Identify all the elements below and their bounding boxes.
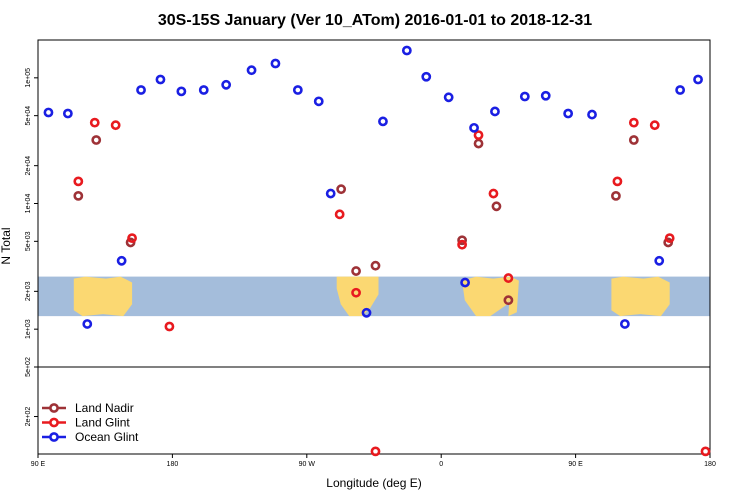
x-tick-label: 90 E — [31, 461, 46, 468]
point-land-glint — [110, 120, 121, 131]
point-land-glint — [370, 446, 381, 457]
point-land-glint — [488, 188, 499, 199]
point-ocean-glint — [361, 307, 372, 318]
x-tick-label: 90 W — [299, 461, 316, 468]
point-ocean-glint — [490, 106, 500, 117]
legend-marker-ocean-glint — [49, 432, 59, 442]
legend-marker-land-nadir — [49, 403, 59, 413]
land-madagascar — [508, 276, 519, 317]
point-ocean-glint — [325, 188, 336, 199]
point-ocean-glint — [460, 277, 470, 288]
data-points — [43, 45, 711, 457]
point-land-nadir — [473, 138, 484, 149]
point-ocean-glint — [221, 79, 232, 90]
chart-title: 30S-15S January (Ver 10_ATom) 2016-01-01… — [158, 12, 592, 29]
point-ocean-glint — [519, 91, 530, 102]
y-tick-label: 5e+02 — [25, 357, 32, 377]
land-australia-east — [611, 276, 670, 317]
point-land-glint — [164, 321, 175, 332]
point-land-nadir — [503, 295, 514, 306]
point-land-glint — [334, 209, 345, 220]
y-axis-label: N Total — [0, 227, 13, 264]
point-land-glint — [700, 446, 711, 457]
y-axis: 1e+05 5e+04 2e+04 1e+04 5e+03 2e+03 1e+03 5e+02… — [25, 68, 38, 426]
point-land-nadir — [611, 190, 621, 201]
point-ocean-glint — [469, 122, 479, 133]
point-ocean-glint — [619, 319, 630, 329]
y-tick-label: 1e+05 — [25, 68, 32, 88]
point-ocean-glint — [136, 85, 146, 95]
point-ocean-glint — [176, 86, 187, 97]
point-ocean-glint — [421, 71, 432, 82]
point-ocean-glint — [292, 85, 303, 95]
point-ocean-glint — [563, 108, 574, 119]
point-ocean-glint — [198, 85, 209, 95]
point-land-glint — [127, 233, 137, 244]
y-tick-label: 1e+04 — [25, 194, 32, 214]
point-ocean-glint — [62, 108, 73, 119]
y-tick-label: 5e+04 — [25, 106, 32, 126]
point-land-glint — [503, 273, 514, 283]
point-ocean-glint — [654, 255, 665, 266]
point-ocean-glint — [587, 109, 597, 120]
inset-y-tick-label: 2e+02 — [25, 407, 32, 427]
point-land-nadir — [370, 260, 381, 271]
point-land-nadir — [491, 201, 502, 212]
point-ocean-glint — [443, 92, 454, 103]
point-ocean-glint — [540, 90, 551, 101]
legend-label-ocean-glint: Ocean Glint — [75, 430, 139, 444]
point-land-glint — [457, 239, 468, 250]
point-land-glint — [628, 117, 639, 128]
legend-marker-land-glint — [49, 417, 59, 428]
legend-label-land-glint: Land Glint — [75, 416, 130, 430]
point-land-nadir — [336, 184, 347, 195]
point-land-nadir — [628, 135, 639, 145]
point-land-glint — [473, 130, 484, 141]
land-africa — [462, 276, 516, 317]
x-axis: 90 E 180 90 W 0 90 E 180 — [31, 454, 716, 468]
y-tick-label: 5e+03 — [25, 231, 32, 251]
map-band — [38, 276, 710, 317]
point-ocean-glint — [116, 255, 127, 266]
x-tick-label: 180 — [704, 461, 716, 468]
point-land-glint — [351, 287, 361, 298]
point-land-glint — [89, 117, 100, 128]
x-axis-label: Longitude (deg E) — [326, 476, 421, 490]
y-tick-label: 2e+04 — [25, 156, 32, 176]
point-land-glint — [664, 233, 675, 244]
point-land-nadir — [351, 266, 361, 276]
point-land-glint — [612, 176, 623, 187]
point-ocean-glint — [82, 319, 93, 329]
point-ocean-glint — [313, 96, 324, 107]
point-ocean-glint — [401, 45, 412, 56]
point-ocean-glint — [246, 65, 257, 76]
point-land-nadir — [91, 135, 102, 145]
point-ocean-glint — [270, 58, 281, 69]
point-land-glint — [73, 176, 84, 187]
point-land-glint — [649, 120, 660, 131]
y-tick-label: 1e+03 — [25, 319, 32, 339]
point-ocean-glint — [43, 107, 54, 118]
point-land-nadir — [73, 190, 84, 201]
point-ocean-glint — [693, 74, 703, 85]
point-ocean-glint — [378, 116, 388, 127]
x-tick-label: 0 — [439, 461, 443, 468]
point-ocean-glint — [155, 74, 166, 85]
x-tick-label: 180 — [167, 461, 179, 468]
y-tick-label: 2e+03 — [25, 281, 32, 301]
x-tick-label: 90 E — [568, 461, 583, 468]
legend-label-land-nadir: Land Nadir — [75, 401, 134, 415]
land-australia-west — [73, 276, 133, 317]
plot-frame — [37, 39, 711, 455]
point-ocean-glint — [675, 85, 686, 95]
point-land-nadir — [457, 235, 468, 246]
